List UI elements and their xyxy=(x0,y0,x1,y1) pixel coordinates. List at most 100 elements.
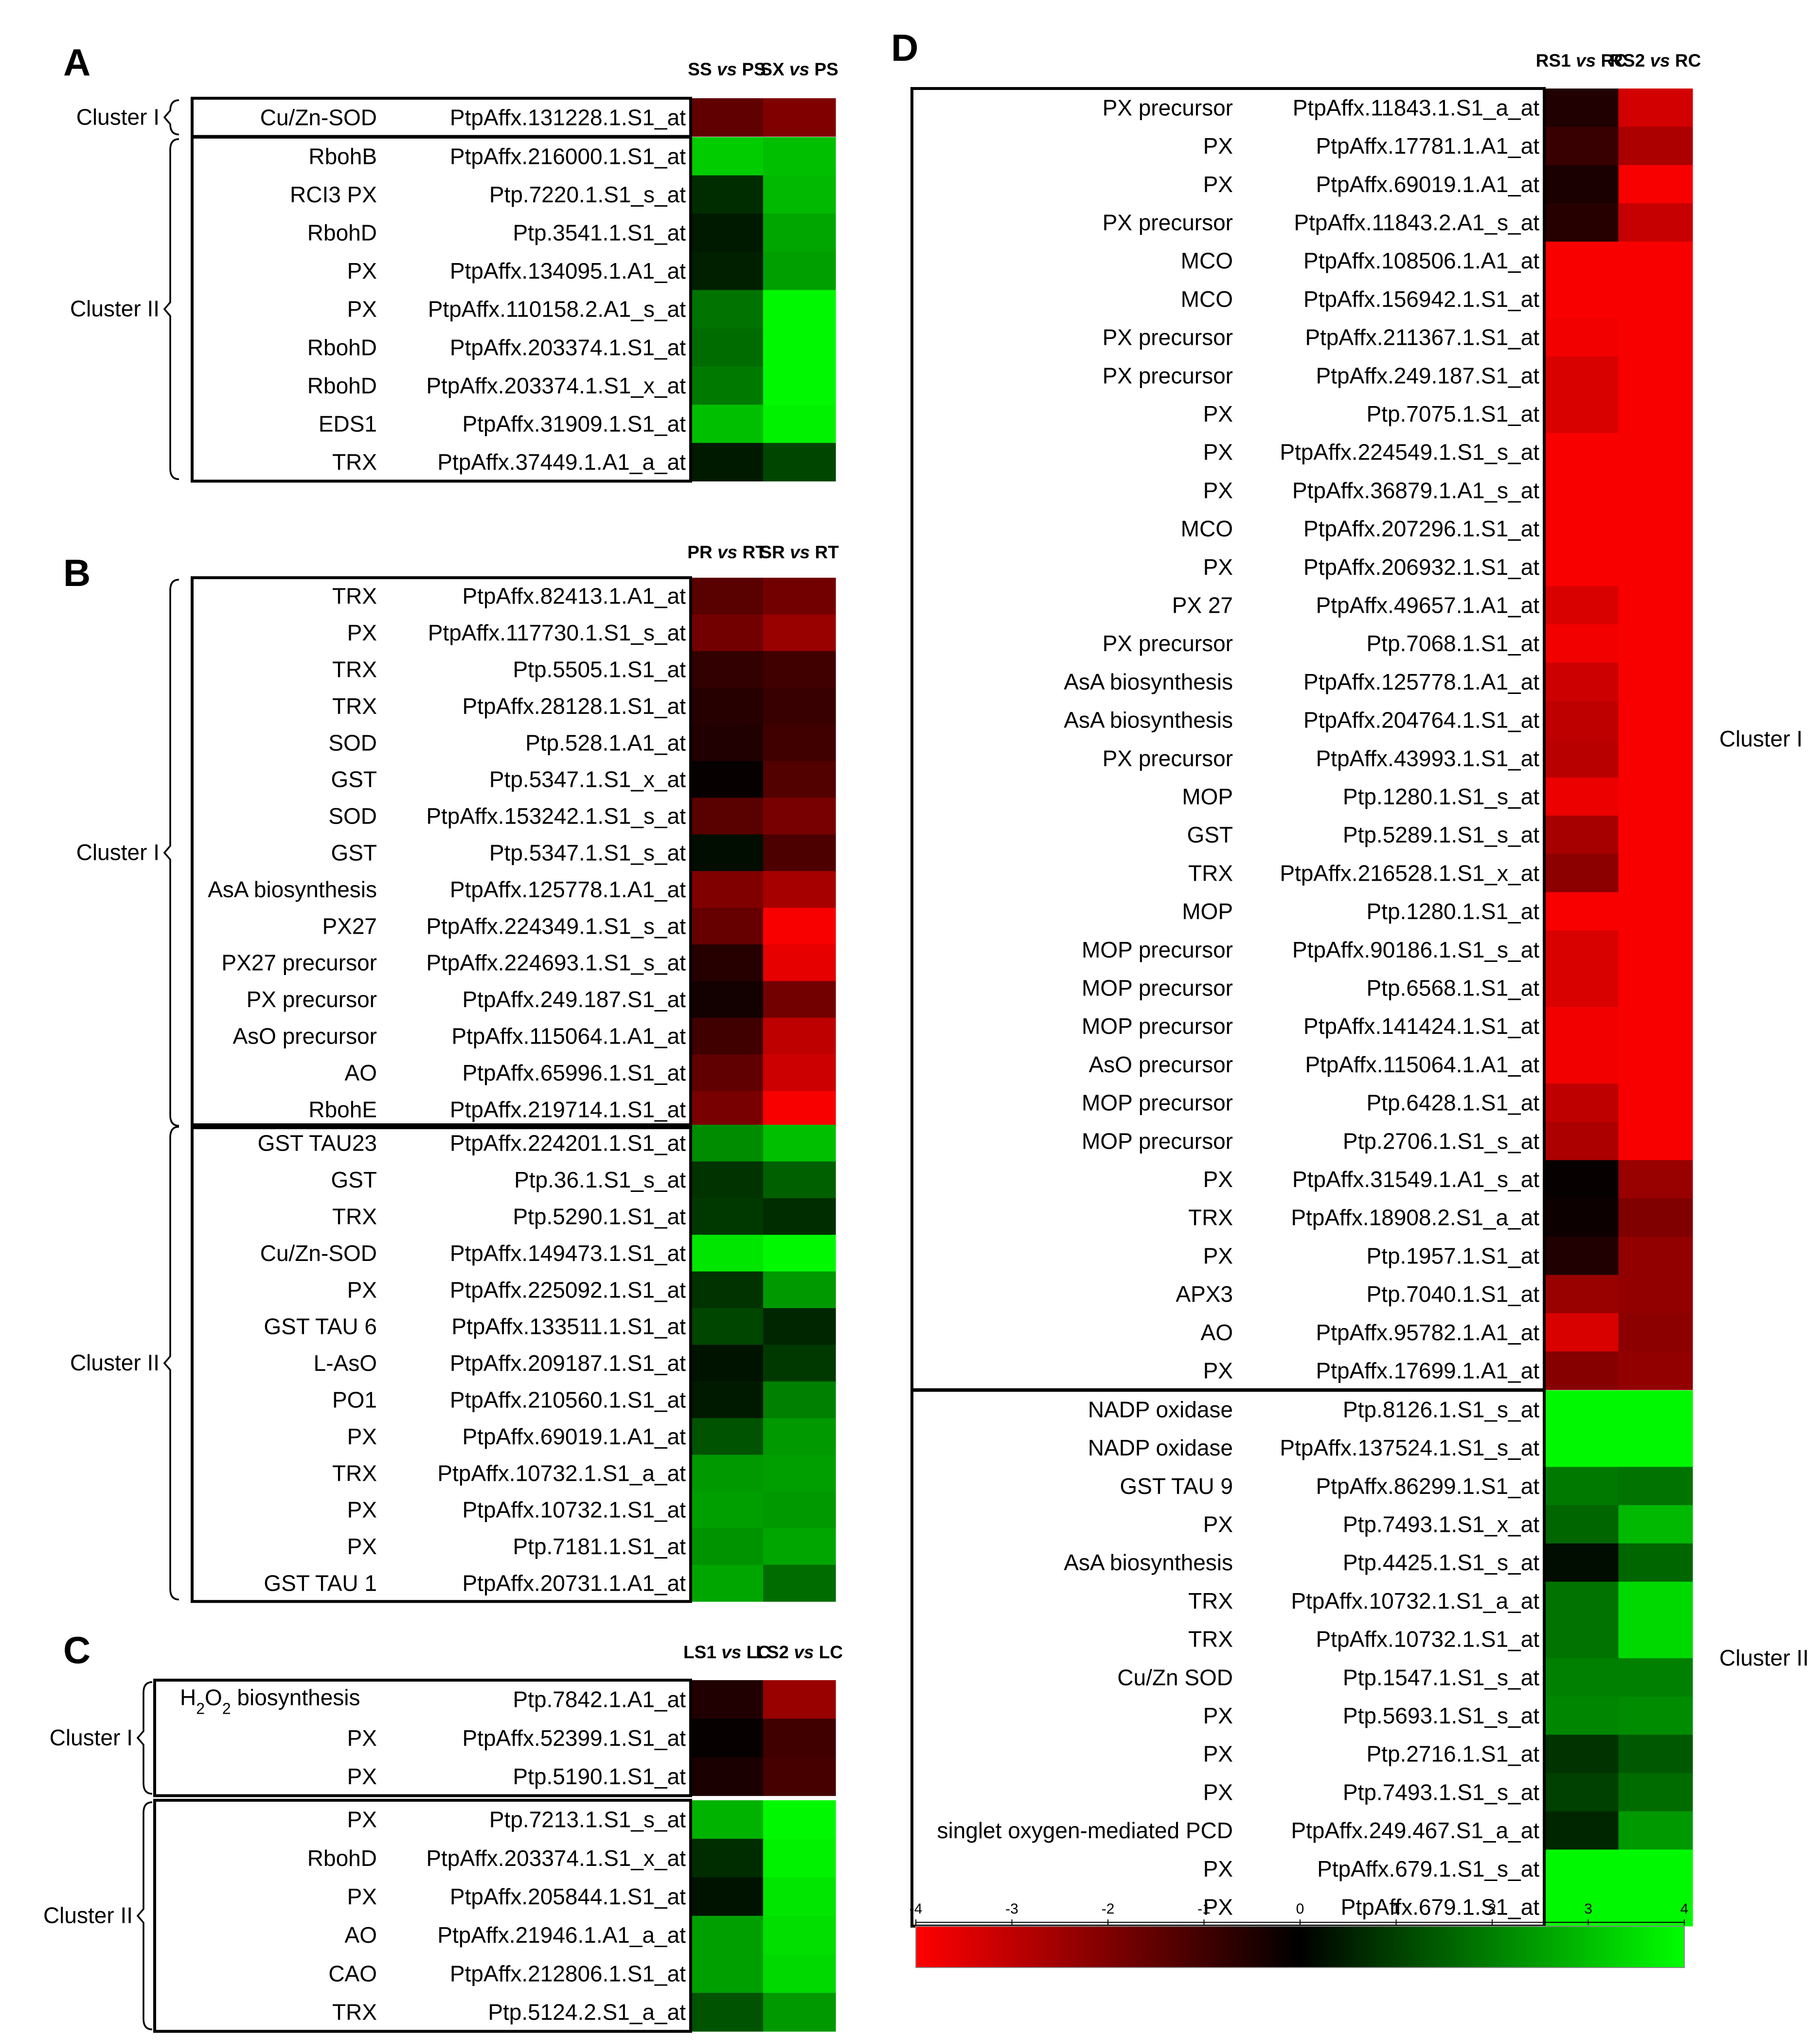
gene-label: GST xyxy=(331,840,377,866)
gene-label: PX xyxy=(1203,401,1233,426)
probe-id: PtpAffx.210560.1.S1_at xyxy=(450,1387,686,1413)
probe-id: Ptp.5347.1.S1_x_at xyxy=(489,767,686,792)
probe-id: Ptp.5693.1.S1_s_at xyxy=(1343,1703,1539,1728)
gene-label: MOP xyxy=(1182,899,1233,924)
gene-label: PX precursor xyxy=(247,987,377,1012)
heatmap-cell xyxy=(1618,1888,1693,1927)
heatmap-row: PO1 PtpAffx.210560.1.S1_at xyxy=(332,1381,836,1419)
heatmap-cell xyxy=(763,405,836,443)
heatmap-cell xyxy=(691,1091,764,1128)
heatmap-row: PX precursor PtpAffx.249.187.S1_at xyxy=(247,981,836,1018)
gene-label: PX xyxy=(347,258,377,284)
column-header-vs: vs xyxy=(717,59,737,79)
heatmap-cell xyxy=(691,405,764,443)
heatmap-cell xyxy=(1544,816,1619,854)
gene-label: EDS1 xyxy=(319,411,377,437)
heatmap-cell xyxy=(1544,241,1619,281)
probe-id: Ptp.5290.1.S1_at xyxy=(513,1204,686,1229)
probe-id: PtpAffx.11843.1.S1_a_at xyxy=(1293,95,1539,120)
gene-label-part: 2 xyxy=(222,1700,231,1718)
heatmap-cell xyxy=(763,1235,836,1272)
probe-id: Ptp.6428.1.S1_at xyxy=(1366,1090,1539,1116)
heatmap-cell xyxy=(763,1054,836,1092)
heatmap-row: MOP precursor PtpAffx.90186.1.S1_s_at xyxy=(1082,930,1693,969)
gene-label: PX xyxy=(347,1424,377,1449)
probe-id: Ptp.7068.1.S1_at xyxy=(1366,631,1539,656)
cluster-bracket xyxy=(136,1681,153,1795)
heatmap-cell xyxy=(763,1800,836,1839)
heatmap-cell xyxy=(1618,1658,1693,1697)
gene-label: TRX xyxy=(332,1460,377,1486)
probe-id: Ptp.4425.1.S1_s_at xyxy=(1343,1550,1539,1575)
gene-label: MOP precursor xyxy=(1082,1090,1233,1116)
heatmap-row: PX PtpAffx.10732.1.S1_at xyxy=(347,1491,836,1528)
heatmap-cell xyxy=(1544,1390,1619,1429)
gene-label: GST xyxy=(331,1167,377,1192)
probe-id: PtpAffx.115064.1.A1_at xyxy=(1305,1052,1539,1077)
probe-id: Ptp.7040.1.S1_at xyxy=(1366,1281,1539,1307)
heatmap-row: PX precursor PtpAffx.11843.1.S1_a_at xyxy=(1103,89,1693,127)
heatmap-cell xyxy=(763,1491,836,1528)
heatmap-cell xyxy=(763,651,836,688)
probe-id: PtpAffx.679.1.S1_s_at xyxy=(1317,1856,1539,1881)
gene-label: PX xyxy=(1203,133,1233,159)
color-scale-tick: 2 xyxy=(1488,1901,1497,1917)
heatmap-cell xyxy=(691,1455,764,1492)
gene-label: GST TAU23 xyxy=(258,1131,377,1156)
column-header-vs: vs xyxy=(790,542,810,562)
heatmap-cell xyxy=(691,907,764,945)
heatmap-row: AsA biosynthesis Ptp.4425.1.S1_s_at xyxy=(1064,1543,1693,1582)
heatmap-row: PX Ptp.5190.1.S1_at xyxy=(347,1757,836,1796)
gene-label-part: biosynthesis xyxy=(231,1685,360,1710)
color-scale-tick: 3 xyxy=(1584,1901,1592,1917)
heatmap-cell xyxy=(1618,126,1693,165)
heatmap-cell xyxy=(763,1381,836,1419)
heatmap-cell xyxy=(1544,1735,1619,1774)
probe-id: PtpAffx.211367.1.S1_at xyxy=(1305,325,1539,350)
heatmap-cell xyxy=(1618,356,1693,395)
heatmap-cell xyxy=(763,981,836,1018)
heatmap-cell xyxy=(1618,1275,1693,1313)
heatmap-row: AsA biosynthesis PtpAffx.125778.1.A1_at xyxy=(208,871,836,908)
heatmap-cell xyxy=(691,688,764,725)
cluster-box xyxy=(191,1123,692,1603)
heatmap-row: RbohD Ptp.3541.1.S1_at xyxy=(307,213,836,252)
heatmap-cell xyxy=(1544,1428,1619,1467)
probe-id: PtpAffx.69019.1.A1_at xyxy=(462,1424,686,1449)
heatmap-cell xyxy=(1618,1121,1693,1161)
heatmap-row: PX27 precursor PtpAffx.224693.1.S1_s_at xyxy=(221,944,836,981)
column-header-vs: vs xyxy=(717,542,737,562)
gene-label: GST xyxy=(331,767,377,792)
probe-id: PtpAffx.117730.1.S1_s_at xyxy=(428,620,686,645)
probe-id: Ptp.7220.1.S1_s_at xyxy=(489,182,686,207)
probe-id: PtpAffx.17781.1.A1_at xyxy=(1316,133,1539,159)
probe-id: PtpAffx.153242.1.S1_s_at xyxy=(426,803,686,829)
color-scale-tick: -4 xyxy=(910,1901,923,1917)
probe-id: Ptp.1280.1.S1_at xyxy=(1366,899,1539,924)
heatmap-row: TRX PtpAffx.18908.2.S1_a_at xyxy=(1188,1198,1693,1237)
heatmap-cell xyxy=(1618,1351,1693,1390)
probe-id: PtpAffx.115064.1.A1_at xyxy=(451,1024,686,1049)
heatmap-cell xyxy=(763,834,836,871)
column-header-a: PR xyxy=(687,542,717,562)
probe-id: PtpAffx.31549.1.A1_s_at xyxy=(1292,1167,1539,1192)
probe-id: PtpAffx.69019.1.A1_at xyxy=(1316,172,1539,197)
heatmap-cell xyxy=(1618,701,1693,740)
heatmap-cell xyxy=(1544,1083,1619,1122)
probe-id: PtpAffx.224693.1.S1_s_at xyxy=(426,950,686,976)
column-header-vs: vs xyxy=(1650,51,1670,71)
gene-label: AsO precursor xyxy=(1088,1052,1233,1077)
heatmap-cell xyxy=(1618,1581,1693,1620)
heatmap-cell xyxy=(691,651,764,688)
heatmap-cell xyxy=(1544,1045,1619,1084)
heatmap-cell xyxy=(1618,1620,1693,1659)
gene-label: NADP oxidase xyxy=(1088,1435,1233,1460)
heatmap-row: SOD Ptp.528.1.A1_at xyxy=(328,724,836,762)
heatmap-cell xyxy=(1618,394,1693,433)
probe-id: Ptp.3541.1.S1_at xyxy=(513,220,686,246)
heatmap-row: H2O2 biosynthesis Ptp.7842.1.A1_at xyxy=(180,1680,836,1719)
heatmap-row: TRX PtpAffx.10732.1.S1_a_at xyxy=(1188,1581,1693,1620)
heatmap-cell xyxy=(1544,1888,1619,1927)
column-header: LS2 vs LC xyxy=(756,1642,843,1662)
column-header-a: RS1 xyxy=(1536,51,1576,71)
